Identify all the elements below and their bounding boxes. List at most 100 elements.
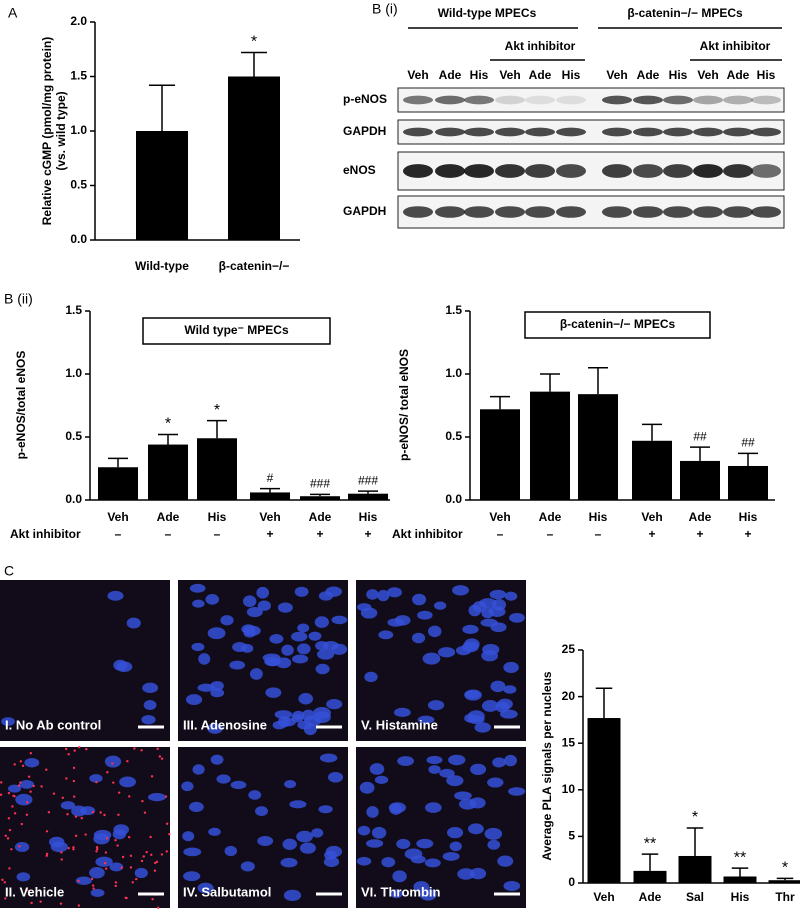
y-axis-label: (vs. wild type) bbox=[54, 91, 68, 170]
title-box bbox=[142, 317, 331, 345]
bar bbox=[250, 492, 290, 500]
pla-signal bbox=[77, 745, 81, 749]
pla-signal bbox=[64, 747, 68, 751]
panel-label: B (i) bbox=[372, 1, 398, 17]
nucleus bbox=[185, 694, 203, 705]
pla-signal bbox=[6, 837, 10, 840]
band bbox=[751, 127, 781, 137]
pla-signal bbox=[156, 906, 160, 909]
band bbox=[602, 127, 632, 137]
pla-signal bbox=[0, 793, 3, 796]
nucleus bbox=[464, 690, 480, 699]
treatment-label: Akt inhibitor bbox=[392, 527, 463, 541]
pla-signal bbox=[99, 811, 102, 814]
band bbox=[723, 95, 753, 105]
y-axis-label: Average PLA signals per nucleus bbox=[540, 671, 554, 861]
nucleus bbox=[452, 585, 469, 596]
nucleus bbox=[257, 836, 274, 847]
nucleus bbox=[147, 793, 166, 802]
nucleus bbox=[331, 643, 348, 655]
panel-label: C bbox=[4, 563, 14, 579]
nucleus bbox=[489, 589, 507, 600]
band bbox=[602, 206, 632, 218]
nucleus bbox=[412, 593, 427, 606]
nucleus bbox=[426, 755, 443, 765]
x-tick-label: Veh bbox=[593, 890, 614, 904]
band bbox=[633, 95, 663, 105]
micrograph-label: II. Vehicle bbox=[5, 884, 64, 899]
band bbox=[525, 164, 555, 178]
nucleus bbox=[433, 601, 447, 610]
band bbox=[693, 95, 723, 105]
pla-signal bbox=[106, 771, 109, 774]
y-tick-label: 1.5 bbox=[65, 303, 82, 317]
x-tick-label: Thr bbox=[775, 890, 795, 904]
pla-signal bbox=[72, 795, 76, 798]
pla-signal bbox=[153, 869, 157, 872]
pla-signal bbox=[150, 853, 153, 856]
nucleus bbox=[283, 889, 302, 901]
nucleus bbox=[313, 706, 331, 719]
pla-signal bbox=[40, 785, 43, 788]
bar bbox=[480, 409, 520, 500]
pla-signal bbox=[72, 766, 76, 770]
x-tick-label: Ade bbox=[689, 510, 712, 524]
nucleus bbox=[416, 838, 434, 849]
nucleus bbox=[503, 880, 521, 892]
bar bbox=[633, 870, 667, 883]
nucleus bbox=[89, 774, 103, 783]
nucleus bbox=[207, 627, 226, 640]
nucleus bbox=[298, 693, 314, 705]
treatment-sign: – bbox=[595, 527, 602, 541]
pla-signal bbox=[149, 835, 152, 839]
nucleus bbox=[448, 754, 466, 766]
band bbox=[464, 95, 494, 105]
nucleus bbox=[109, 862, 124, 872]
bar bbox=[578, 394, 618, 500]
nucleus bbox=[359, 781, 375, 794]
pla-signal bbox=[10, 848, 13, 851]
nucleus bbox=[397, 756, 415, 766]
pla-signal bbox=[27, 775, 31, 778]
blot-group: β-catenin−/− MPECs bbox=[627, 6, 743, 20]
band bbox=[633, 164, 663, 178]
nucleus bbox=[107, 590, 124, 601]
blot-row-label: eNOS bbox=[343, 163, 376, 177]
pla-signal bbox=[77, 879, 80, 883]
nucleus bbox=[60, 801, 76, 810]
band bbox=[556, 164, 586, 178]
y-tick-label: 0.0 bbox=[65, 492, 82, 506]
x-tick-label: Veh bbox=[107, 510, 128, 524]
pla-signal bbox=[8, 828, 12, 832]
pla-signal bbox=[140, 749, 143, 752]
nucleus bbox=[481, 650, 499, 662]
nucleus bbox=[248, 790, 262, 800]
band bbox=[435, 206, 465, 218]
band bbox=[663, 164, 693, 178]
pla-signal bbox=[165, 822, 169, 825]
pla-signal bbox=[95, 847, 99, 851]
pla-signal bbox=[7, 817, 11, 820]
nucleus bbox=[299, 842, 316, 854]
pla-signal bbox=[91, 810, 95, 814]
nucleus bbox=[417, 610, 433, 620]
pla-signal bbox=[32, 784, 35, 788]
nucleus bbox=[277, 602, 293, 613]
band bbox=[693, 164, 723, 178]
pla-signal bbox=[164, 795, 168, 798]
nucleus bbox=[291, 713, 304, 723]
nucleus bbox=[274, 710, 293, 719]
nucleus bbox=[455, 645, 472, 656]
nucleus bbox=[19, 780, 35, 789]
x-tick-label: Wild-type bbox=[135, 259, 189, 273]
nucleus bbox=[281, 644, 294, 656]
pla-signal bbox=[7, 791, 11, 795]
pla-signal bbox=[117, 791, 121, 794]
significance: ### bbox=[310, 477, 330, 491]
nucleus bbox=[143, 700, 157, 711]
nucleus bbox=[325, 845, 343, 858]
nucleus bbox=[317, 649, 335, 660]
pla-signal bbox=[4, 834, 7, 837]
pla-signal bbox=[39, 900, 42, 903]
nucleus bbox=[454, 791, 472, 801]
